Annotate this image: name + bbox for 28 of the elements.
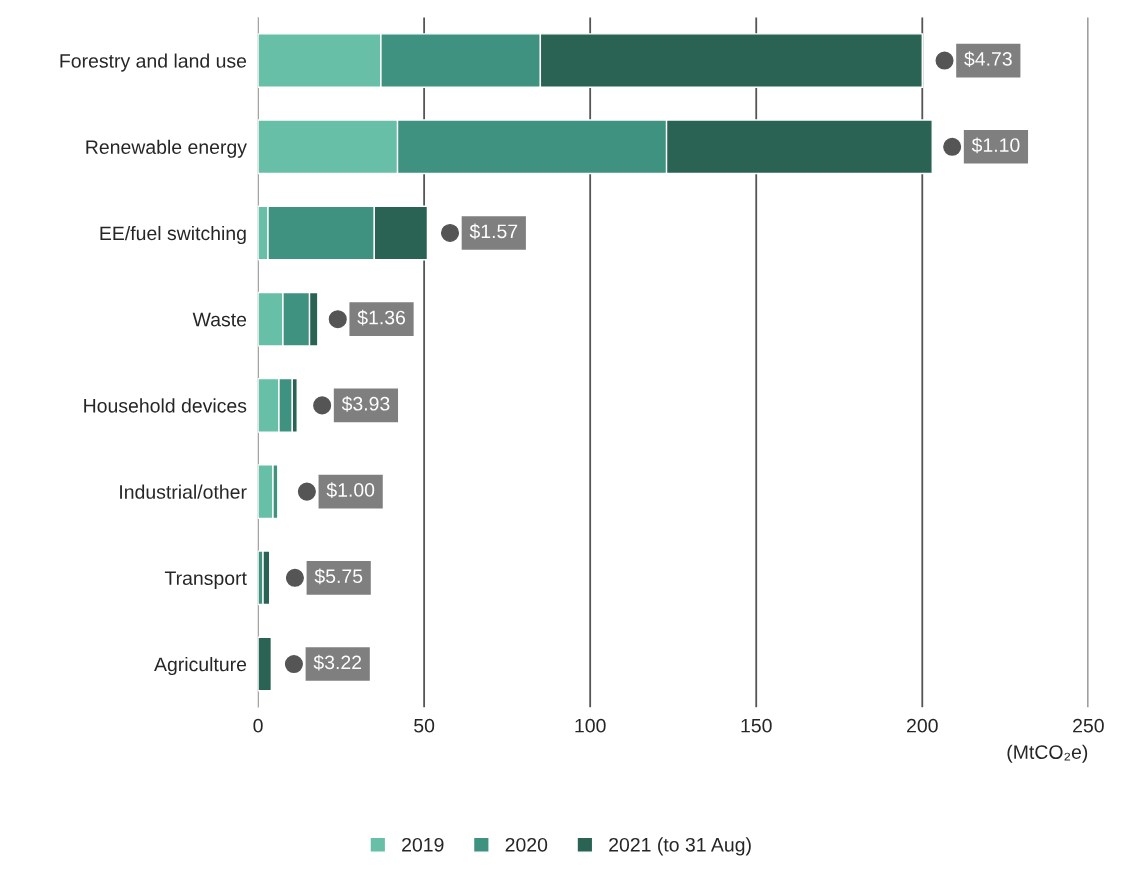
- annotation: $1.00: [326, 482, 375, 498]
- bar: [258, 636, 273, 692]
- legend-label: 2020: [505, 837, 548, 852]
- annotation: $3.22: [313, 654, 362, 671]
- legend-label: 2019: [402, 837, 444, 852]
- y-tick-label: Industrial/other: [120, 484, 247, 499]
- annotation: $1.10: [971, 137, 1020, 154]
- x-tick-label: 150: [741, 718, 772, 733]
- y-tick-label: Renewable energy: [86, 139, 247, 158]
- x-tick-label: 200: [907, 718, 938, 733]
- x-tick-label: 250: [1073, 718, 1104, 733]
- annotation: $4.73: [964, 51, 1012, 67]
- x-tick-label: 100: [575, 718, 606, 733]
- y-tick-label: Transport: [164, 571, 247, 589]
- x-tick-label: 50: [414, 718, 435, 733]
- y-tick-label: Forestry and land use: [60, 53, 247, 72]
- y-tick-label: Agriculture: [154, 656, 247, 676]
- legend-label: 2021 (to 31 Aug): [609, 837, 751, 856]
- x-tick-label: 0: [253, 718, 263, 733]
- annotation: $1.36: [357, 309, 406, 326]
- y-tick-label: Waste: [192, 312, 247, 327]
- annotation: $3.93: [341, 396, 390, 412]
- y-tick-label: EE/fuel switching: [100, 225, 246, 245]
- y-tick-label: Household devices: [84, 398, 247, 413]
- annotation: $1.57: [469, 223, 518, 240]
- bar: [262, 550, 271, 606]
- x-axis-title: (MtCO₂e): [1007, 744, 1088, 763]
- annotation: $5.75: [314, 568, 363, 585]
